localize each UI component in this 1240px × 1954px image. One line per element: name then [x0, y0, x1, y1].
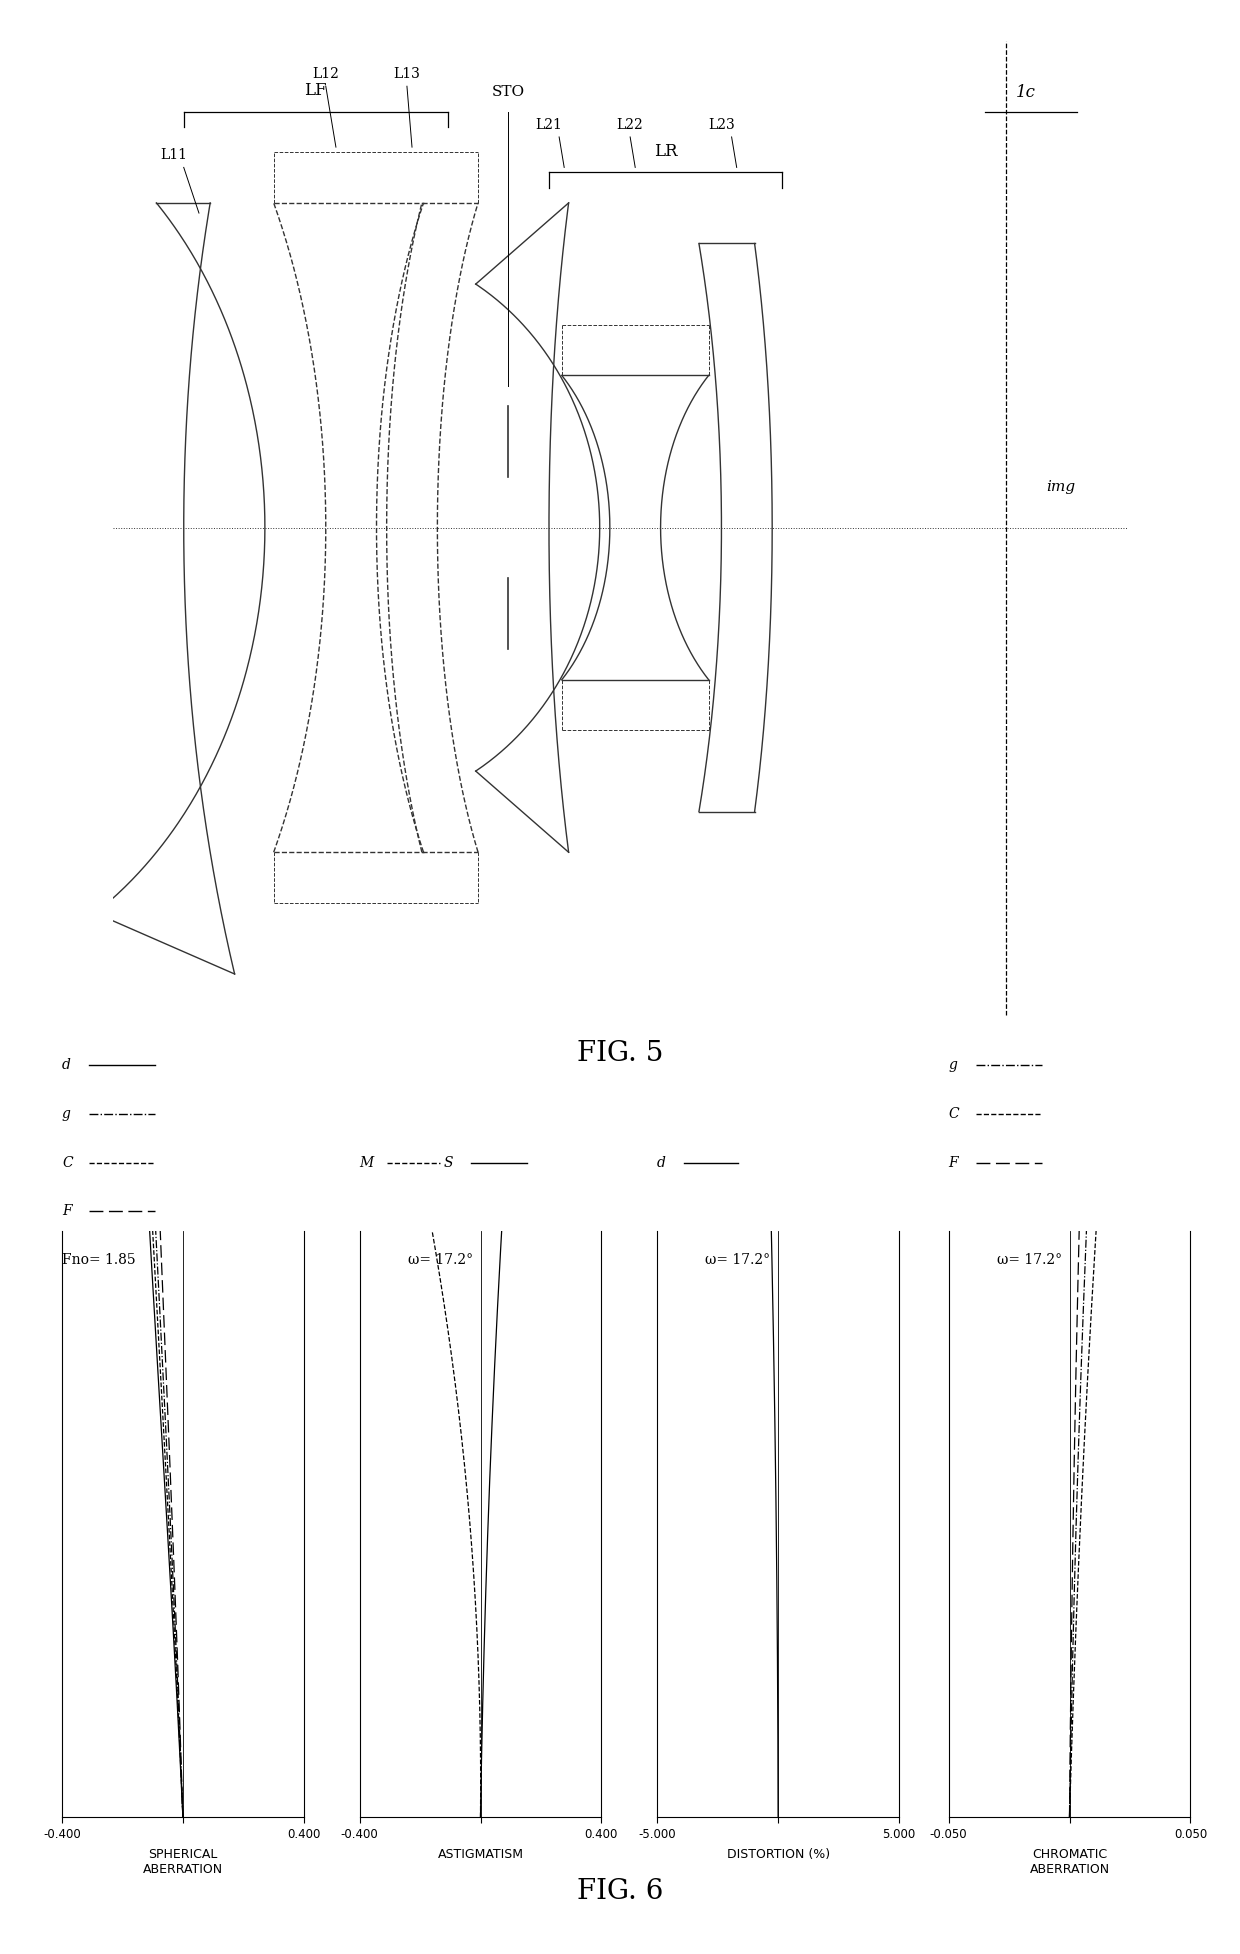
X-axis label: SPHERICAL
ABERRATION: SPHERICAL ABERRATION — [143, 1848, 223, 1876]
X-axis label: CHROMATIC
ABERRATION: CHROMATIC ABERRATION — [1029, 1848, 1110, 1876]
X-axis label: DISTORTION (%): DISTORTION (%) — [727, 1848, 830, 1860]
Text: STO: STO — [492, 86, 525, 100]
Text: L23: L23 — [708, 117, 735, 133]
Text: LF: LF — [304, 82, 327, 100]
Text: L21: L21 — [536, 117, 563, 133]
Text: FIG. 6: FIG. 6 — [577, 1878, 663, 1905]
Text: L12: L12 — [312, 66, 340, 82]
Text: LR: LR — [653, 143, 677, 160]
Text: ω= 17.2°: ω= 17.2° — [408, 1253, 472, 1268]
Text: FIG. 5: FIG. 5 — [577, 1040, 663, 1067]
Text: Fno= 1.85: Fno= 1.85 — [62, 1253, 135, 1268]
Text: L11: L11 — [160, 149, 187, 162]
Text: img: img — [1047, 481, 1075, 494]
Text: L22: L22 — [616, 117, 644, 133]
Text: g: g — [62, 1106, 71, 1122]
Text: S: S — [444, 1155, 454, 1170]
Text: F: F — [949, 1155, 959, 1170]
Text: F: F — [62, 1204, 72, 1219]
Text: 1c: 1c — [1016, 84, 1035, 102]
X-axis label: ASTIGMATISM: ASTIGMATISM — [438, 1848, 523, 1860]
Text: ω= 17.2°: ω= 17.2° — [997, 1253, 1061, 1268]
Text: M: M — [360, 1155, 373, 1170]
Text: g: g — [949, 1057, 957, 1073]
Text: d: d — [62, 1057, 71, 1073]
Text: L13: L13 — [393, 66, 420, 82]
Text: ω= 17.2°: ω= 17.2° — [706, 1253, 770, 1268]
Text: C: C — [62, 1155, 73, 1170]
Text: C: C — [949, 1106, 960, 1122]
Text: d: d — [657, 1155, 666, 1170]
